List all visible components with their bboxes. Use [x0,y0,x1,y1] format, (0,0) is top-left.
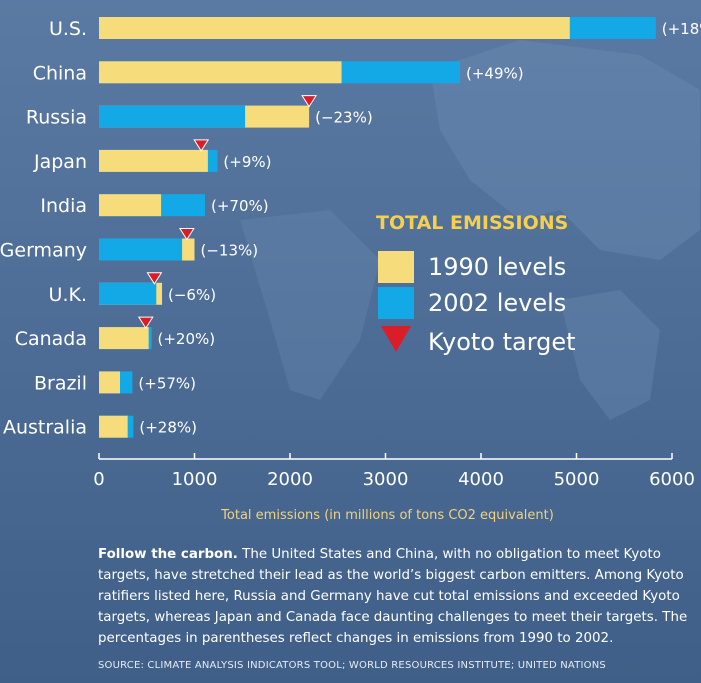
x-tick-label-1000: 1000 [172,469,218,490]
bar-1990-india [99,194,162,217]
kyoto-marker-germany [178,228,195,241]
caption-body: The United States and China, with no obl… [98,547,688,646]
bar-2002-germany [99,238,183,261]
kyoto-marker-canada [137,316,154,330]
bar-2002-russia [99,105,246,128]
change-label-u-k: (−6%) [168,286,216,304]
change-label-u-s: (+18%) [662,20,701,38]
legend-swatch-1990 [378,251,414,283]
legend: TOTAL EMISSIONS 1990 levels 2002 levels … [376,212,576,356]
category-label-china: China [33,62,87,84]
kyoto-marker-russia [301,95,318,108]
bars-layer [99,17,656,438]
category-label-australia: Australia [3,417,87,439]
x-axis-ticks: 0 1000 2000 3000 4000 5000 6000 [93,453,695,490]
category-label-japan: Japan [33,151,87,173]
x-tick-label-2000: 2000 [267,469,313,490]
legend-label-2002: 2002 levels [428,289,566,317]
source-note: SOURCE: CLIMATE ANALYSIS INDICATORS TOOL… [98,660,606,671]
category-label-russia: Russia [26,107,87,129]
category-labels: U.S. China Russia Japan India Germany U.K. Cana… [0,18,87,439]
category-label-germany: Germany [0,240,87,262]
change-label-japan: (+9%) [223,153,271,171]
change-label-australia: (+28%) [139,419,197,437]
x-tick-label-5000: 5000 [554,469,600,490]
x-axis-label: Total emissions (in millions of tons CO2… [220,508,554,523]
x-tick-label-4000: 4000 [458,469,504,490]
bar-1990-australia [99,415,128,438]
change-label-russia: (−23%) [315,109,373,127]
legend-swatch-2002 [378,287,414,319]
legend-title: TOTAL EMISSIONS [376,212,568,234]
category-label-brazil: Brazil [34,372,87,394]
x-tick-label-3000: 3000 [363,469,409,490]
legend-label-1990: 1990 levels [428,253,566,281]
change-label-brazil: (+57%) [138,374,196,392]
bar-1990-japan [99,149,208,172]
caption: Follow the carbon. The United States and… [98,544,694,649]
legend-kyoto-icon [381,326,411,352]
bar-1990-brazil [99,371,121,394]
bar-1990-u-s [99,17,570,39]
change-label-china: (+49%) [466,64,524,82]
caption-lead: Follow the carbon. [98,547,238,562]
category-label-u-k: U.K. [49,284,87,306]
kyoto-markers [137,95,318,330]
x-tick-label-0: 0 [93,469,104,490]
bar-1990-canada [99,327,149,350]
bar-2002-u-k [99,282,157,305]
category-label-canada: Canada [15,328,87,350]
kyoto-marker-u-k [146,272,163,285]
x-tick-label-6000: 6000 [649,469,695,490]
category-label-u-s: U.S. [49,18,87,40]
bar-1990-china [99,61,342,84]
change-label-india: (+70%) [211,197,269,215]
change-labels: (+18%) (+49%) (−23%) (+9%) (+70%) (−13%) (−6%)… [138,20,701,437]
change-label-canada: (+20%) [158,330,216,348]
kyoto-marker-japan [193,139,210,152]
legend-label-kyoto: Kyoto target [428,328,576,356]
change-label-germany: (−13%) [201,242,259,260]
category-label-india: India [40,195,87,217]
